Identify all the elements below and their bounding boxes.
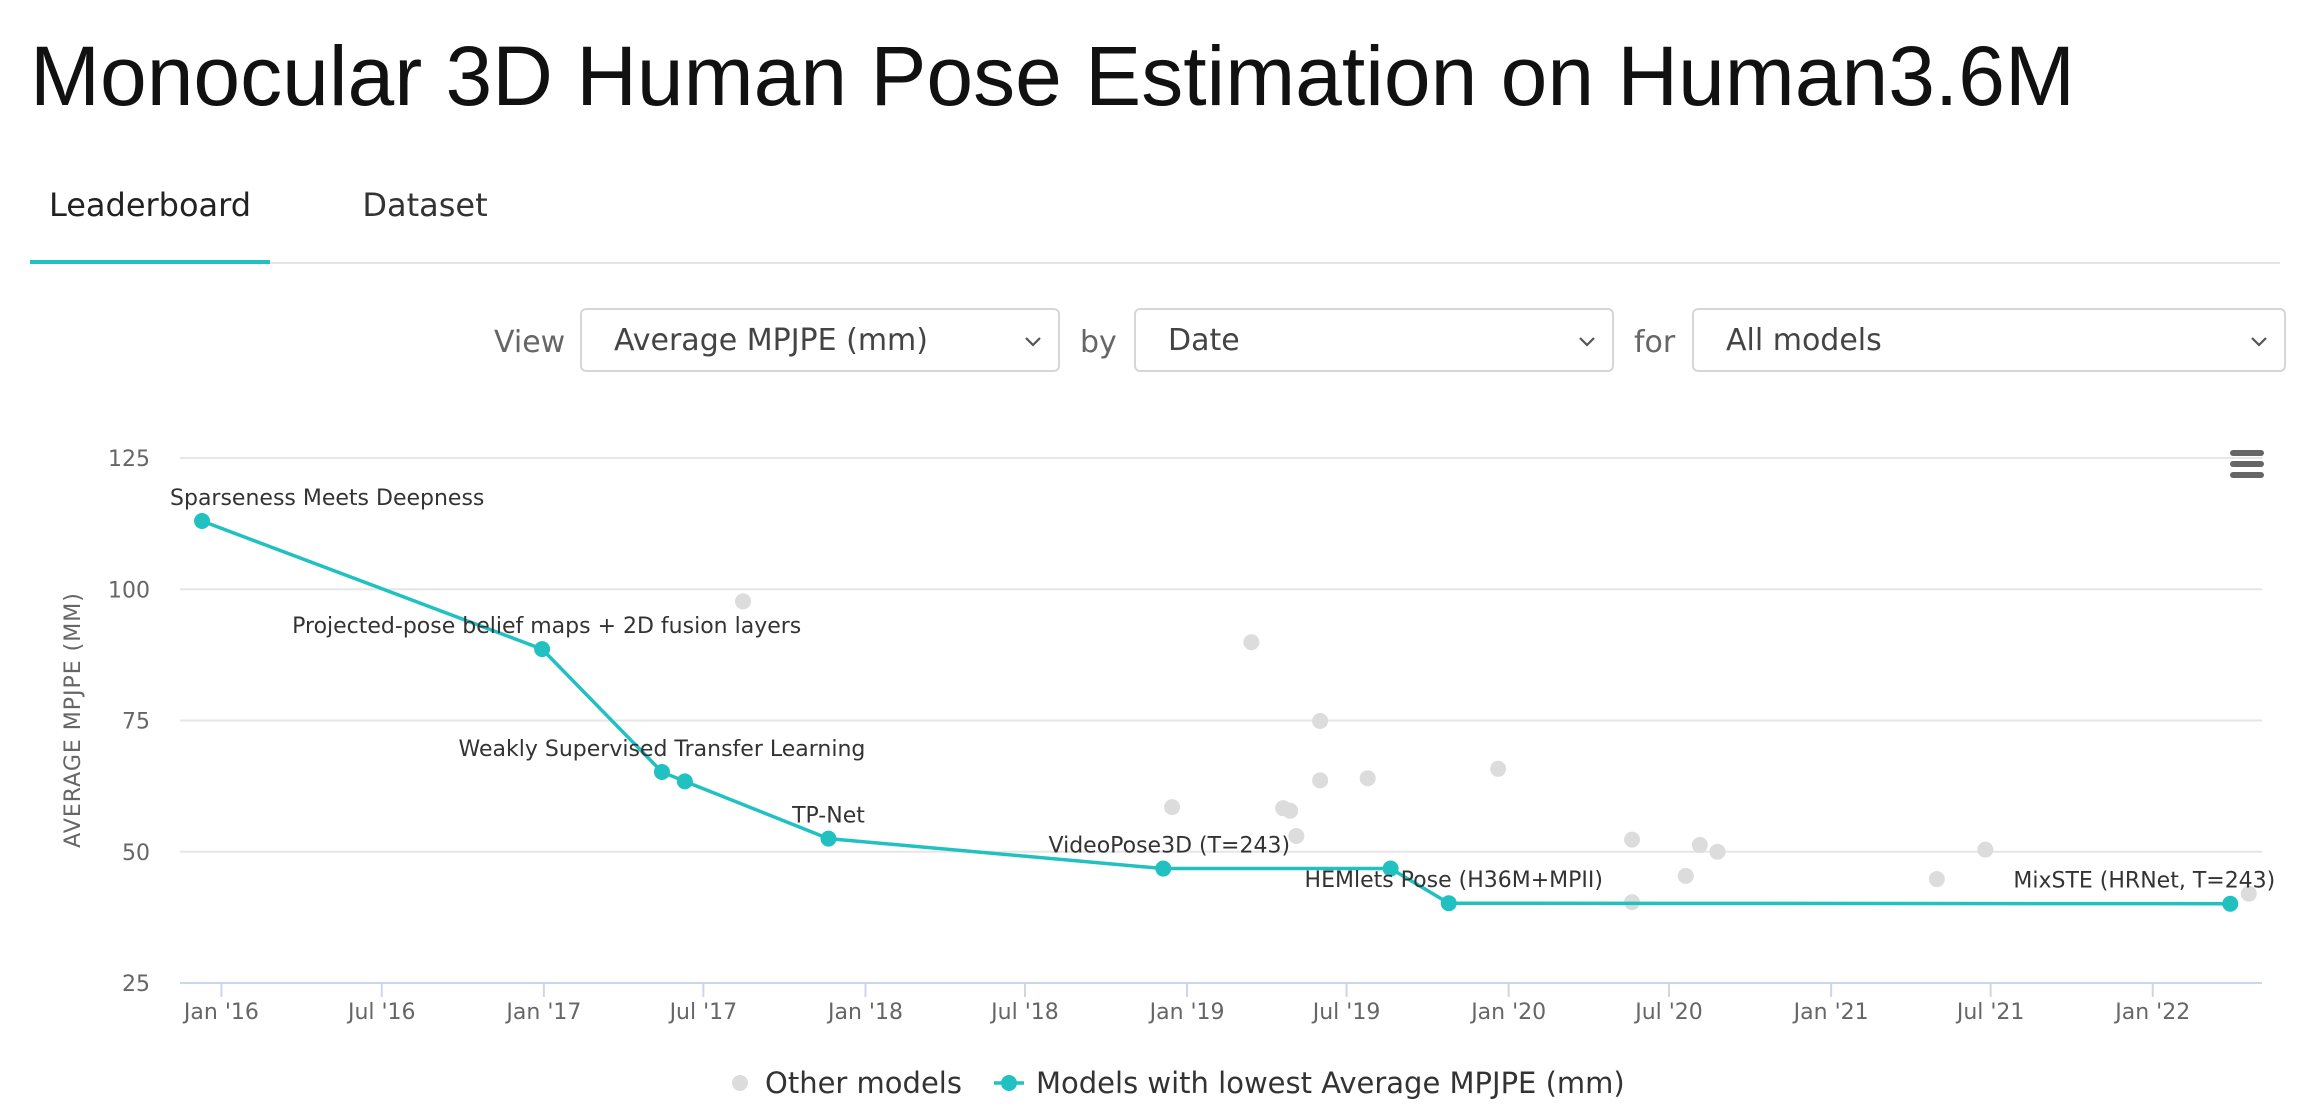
x-tick-label: Jan '17 <box>504 1000 581 1025</box>
sota-point <box>653 763 670 780</box>
point-label: Projected-pose belief maps + 2D fusion l… <box>292 614 801 639</box>
chart-filters: View Average MPJPE (mm) by Date for All … <box>0 308 2308 378</box>
other-model-point <box>1709 843 1726 860</box>
other-model-point <box>1490 760 1507 777</box>
grid-lines <box>180 457 2262 984</box>
for-select[interactable]: All models <box>1692 308 2286 372</box>
point-label: TP-Net <box>791 804 865 829</box>
for-select-value: All models <box>1726 323 1882 358</box>
tab-bar: Leaderboard Dataset <box>30 168 2280 264</box>
point-label: MixSTE (HRNet, T=243) <box>2013 869 2275 894</box>
sota-line-series <box>194 513 2239 912</box>
x-tick-label: Jan '18 <box>826 1000 903 1025</box>
legend-other-label: Other models <box>765 1066 962 1100</box>
sota-point <box>1155 860 1172 877</box>
view-select[interactable]: Average MPJPE (mm) <box>580 308 1060 372</box>
by-select-value: Date <box>1168 323 1240 358</box>
x-axis: Jan '16 Jul '16 Jan '17 Jul '17 Jan '18 Jul '… <box>182 983 2190 1025</box>
tab-leaderboard[interactable]: Leaderboard <box>30 168 270 264</box>
tab-dataset[interactable]: Dataset <box>362 186 488 224</box>
by-label: by <box>1080 325 1117 360</box>
point-labels: Sparseness Meets Deepness Projected-pose … <box>170 486 2275 894</box>
point-label: Weakly Supervised Transfer Learning <box>459 737 866 762</box>
x-tick-label: Jul '20 <box>1633 1000 1703 1025</box>
y-tick-label: 50 <box>122 841 150 866</box>
y-tick-label: 125 <box>108 447 150 472</box>
y-tick-label: 25 <box>122 972 150 997</box>
point-label: VideoPose3D (T=243) <box>1049 834 1291 859</box>
x-tick-label: Jul '21 <box>1955 1000 2025 1025</box>
x-tick-label: Jan '20 <box>1469 1000 1546 1025</box>
y-axis-title: AVERAGE MPJPE (MM) <box>61 592 86 848</box>
sota-point <box>194 513 211 529</box>
sota-point <box>1382 860 1399 877</box>
legend-line-label: Models with lowest Average MPJPE (mm) <box>1036 1066 1625 1100</box>
other-models-points <box>735 593 2257 911</box>
y-axis: 25 50 75 100 125 <box>108 447 150 997</box>
x-tick-label: Jan '21 <box>1792 1000 1869 1025</box>
other-model-point <box>1164 799 1181 816</box>
x-tick-label: Jul '16 <box>346 1000 416 1025</box>
for-label: for <box>1634 325 1676 360</box>
y-tick-label: 100 <box>108 578 150 603</box>
sota-point <box>676 773 693 790</box>
sota-point <box>2222 895 2239 912</box>
chevron-down-icon <box>2251 337 2267 347</box>
other-model-point <box>1624 831 1641 848</box>
other-model-point <box>1282 802 1299 819</box>
x-tick-label: Jul '17 <box>668 1000 738 1025</box>
point-label: HEMlets Pose (H36M+MPII) <box>1305 868 1603 893</box>
legend-line-marker <box>1001 1075 1017 1091</box>
sota-point <box>820 830 837 847</box>
other-model-point <box>1288 828 1305 844</box>
view-label: View <box>494 325 566 360</box>
x-tick-label: Jan '22 <box>2113 1000 2190 1025</box>
chevron-down-icon <box>1579 337 1595 347</box>
chevron-down-icon <box>1025 337 1041 347</box>
mpjpe-chart: Jan '16 Jul '16 Jan '17 Jul '17 Jan '18 Jul '… <box>61 446 2275 1100</box>
view-select-value: Average MPJPE (mm) <box>614 323 928 358</box>
other-model-point <box>735 593 752 610</box>
point-label: Sparseness Meets Deepness <box>170 486 484 511</box>
sota-point <box>1440 895 1457 912</box>
other-model-point <box>2240 885 2257 902</box>
x-tick-label: Jan '19 <box>1148 1000 1225 1025</box>
other-model-point <box>1928 871 1945 888</box>
x-tick-label: Jan '16 <box>182 1000 259 1025</box>
hamburger-menu-icon[interactable] <box>2226 446 2272 486</box>
other-model-point <box>1312 772 1329 789</box>
other-model-point <box>1691 836 1708 853</box>
legend-other-marker <box>732 1075 748 1091</box>
by-select[interactable]: Date <box>1134 308 1614 372</box>
sota-point <box>534 641 551 658</box>
other-model-point <box>1243 634 1260 651</box>
other-model-point <box>1677 867 1694 884</box>
page-title: Monocular 3D Human Pose Estimation on Hu… <box>30 29 2075 123</box>
x-tick-label: Jul '18 <box>989 1000 1059 1025</box>
chart-legend: Other models Models with lowest Average M… <box>732 1066 1625 1100</box>
other-model-point <box>1977 841 1994 858</box>
chart-container: Jan '16 Jul '16 Jan '17 Jul '17 Jan '18 Jul '… <box>0 400 2308 1116</box>
other-model-point <box>1359 770 1376 787</box>
y-tick-label: 75 <box>122 710 150 735</box>
other-model-point <box>1312 713 1329 730</box>
x-tick-label: Jul '19 <box>1311 1000 1381 1025</box>
